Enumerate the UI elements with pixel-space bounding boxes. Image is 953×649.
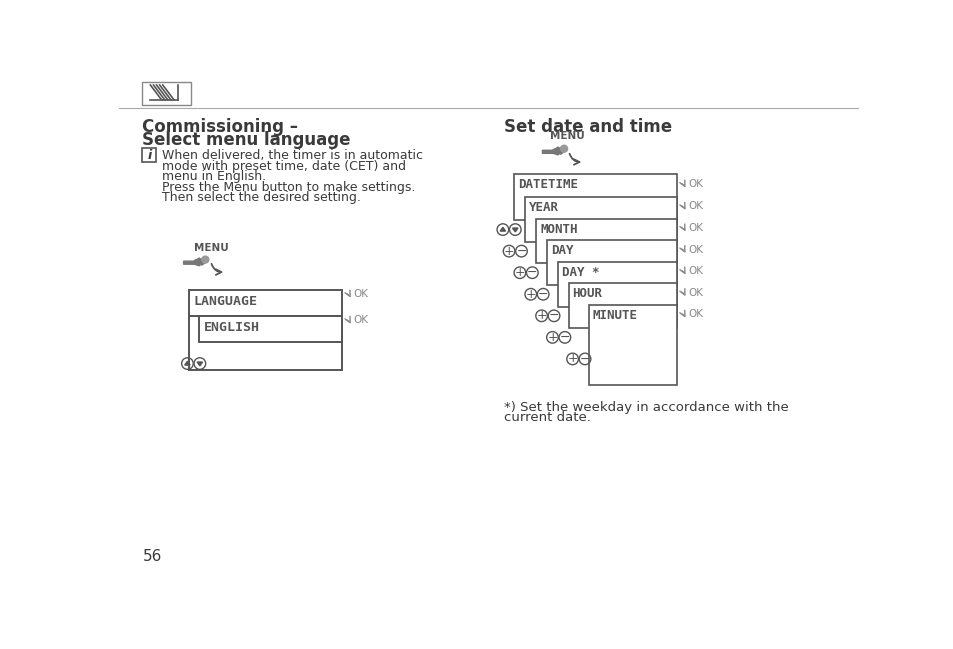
Text: *) Set the weekday in accordance with the: *) Set the weekday in accordance with th… [503, 400, 787, 413]
Text: MONTH: MONTH [539, 223, 577, 236]
FancyBboxPatch shape [199, 316, 342, 342]
FancyBboxPatch shape [525, 197, 677, 242]
Text: OK: OK [687, 266, 702, 276]
Text: −: − [579, 352, 590, 365]
FancyBboxPatch shape [558, 262, 677, 306]
Text: −: − [516, 245, 526, 258]
Text: current date.: current date. [503, 411, 590, 424]
FancyBboxPatch shape [189, 289, 342, 316]
Text: YEAR: YEAR [529, 201, 558, 214]
Polygon shape [183, 258, 202, 265]
Circle shape [560, 145, 567, 152]
FancyBboxPatch shape [514, 174, 677, 220]
Text: DATETIME: DATETIME [517, 178, 578, 191]
Text: −: − [526, 266, 537, 279]
Polygon shape [512, 228, 517, 232]
Text: −: − [537, 288, 548, 300]
Polygon shape [553, 147, 565, 154]
FancyBboxPatch shape [189, 316, 342, 370]
Text: +: + [514, 266, 525, 279]
FancyBboxPatch shape [568, 284, 677, 328]
Text: OK: OK [353, 289, 368, 299]
FancyBboxPatch shape [546, 240, 677, 285]
FancyBboxPatch shape [536, 219, 677, 263]
Text: LANGUAGE: LANGUAGE [193, 295, 257, 308]
Text: −: − [548, 310, 558, 323]
Text: MINUTE: MINUTE [592, 309, 638, 322]
Text: DAY: DAY [550, 244, 573, 257]
Text: +: + [567, 352, 578, 365]
Text: OK: OK [687, 245, 702, 254]
Text: menu in English.: menu in English. [162, 170, 266, 183]
Polygon shape [197, 362, 202, 366]
Polygon shape [499, 227, 505, 231]
Text: mode with preset time, date (CET) and: mode with preset time, date (CET) and [162, 160, 405, 173]
Text: MENU: MENU [193, 243, 228, 254]
Text: HOUR: HOUR [572, 288, 602, 300]
Text: +: + [547, 331, 558, 344]
Text: +: + [536, 310, 546, 323]
Text: OK: OK [687, 310, 702, 319]
Polygon shape [542, 147, 560, 155]
Text: When delivered, the timer is in automatic: When delivered, the timer is in automati… [162, 149, 422, 162]
Text: OK: OK [687, 201, 702, 212]
Text: Set date and time: Set date and time [503, 118, 671, 136]
Text: i: i [147, 149, 152, 162]
Text: MENU: MENU [550, 131, 584, 141]
Text: OK: OK [687, 288, 702, 298]
Text: Select menu language: Select menu language [142, 131, 351, 149]
Text: 56: 56 [142, 549, 162, 564]
Text: OK: OK [687, 179, 702, 189]
Text: Press the Menu button to make settings.: Press the Menu button to make settings. [162, 180, 415, 193]
Text: +: + [525, 288, 536, 300]
Text: OK: OK [687, 223, 702, 233]
Polygon shape [185, 361, 190, 365]
Text: +: + [503, 245, 514, 258]
Polygon shape [194, 258, 207, 265]
Text: ENGLISH: ENGLISH [204, 321, 259, 334]
Text: DAY *: DAY * [561, 265, 598, 279]
Text: Then select the desired setting.: Then select the desired setting. [162, 191, 360, 204]
Circle shape [202, 256, 209, 263]
Text: −: − [559, 331, 570, 344]
FancyBboxPatch shape [142, 82, 191, 105]
FancyBboxPatch shape [142, 148, 156, 162]
Text: Commissioning –: Commissioning – [142, 118, 298, 136]
FancyBboxPatch shape [588, 305, 677, 385]
Text: OK: OK [353, 315, 368, 325]
